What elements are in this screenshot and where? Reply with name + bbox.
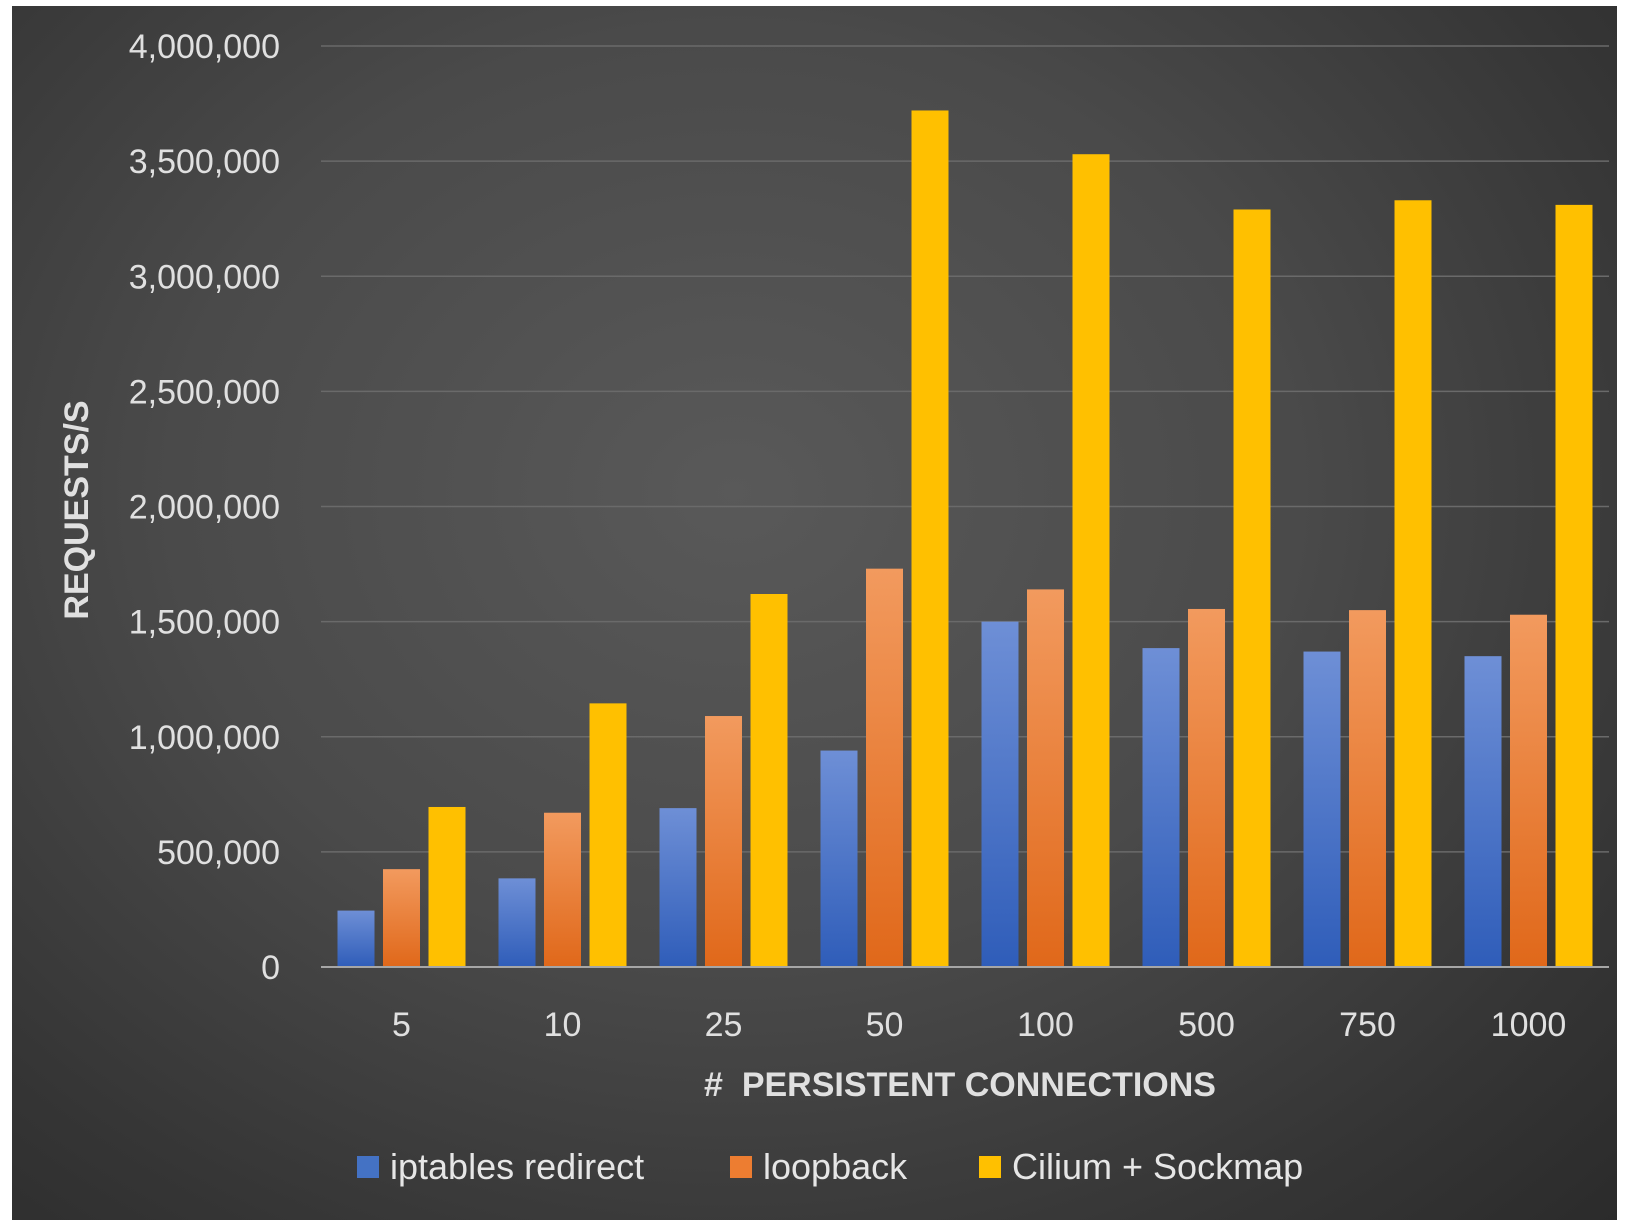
x-tick-label: 5 [392,1006,411,1044]
x-axis-title: # PERSISTENT CONNECTIONS [704,1066,1216,1104]
legend-label: loopback [763,1146,908,1187]
x-tick-label: 100 [1017,1006,1074,1044]
y-tick-label: 3,000,000 [129,258,280,296]
x-tick-label: 10 [544,1006,582,1044]
bar-cilium-sockmap-50 [911,110,949,968]
legend-label: Cilium + Sockmap [1012,1146,1303,1187]
bar-loopback-10 [544,812,581,967]
bar-cilium-sockmap-10 [589,703,627,967]
x-tick-label: 500 [1178,1006,1235,1044]
bar-iptables-redirect-100 [981,621,1019,967]
x-tick-label: 50 [866,1006,904,1044]
x-axis-ticks: 5 10 25 50 100 500 750 1000 [392,1006,1566,1044]
bar-loopback-50 [866,568,903,967]
y-tick-label: 2,000,000 [129,489,280,527]
bar-cilium-sockmap-100 [1072,154,1110,967]
bar-loopback-5 [383,869,420,967]
y-axis-title: REQUESTS/S [58,400,96,619]
bar-cilium-sockmap-1000 [1555,204,1593,967]
gridlines [321,45,1609,853]
bar-cilium-sockmap-750 [1394,200,1432,967]
y-tick-label: 2,500,000 [129,373,280,411]
y-axis-ticks: 0 500,000 1,000,000 1,500,000 2,000,000 2,500… [129,28,280,987]
bar-cilium-sockmap-5 [428,806,466,967]
bars [337,110,1593,968]
bar-cilium-sockmap-25 [750,593,788,967]
bar-iptables-redirect-1000 [1464,656,1502,967]
y-tick-label: 0 [261,949,280,987]
legend-swatch [357,1156,379,1178]
bar-iptables-redirect-10 [498,878,536,967]
y-tick-label: 1,500,000 [129,604,280,642]
x-tick-label: 750 [1339,1006,1396,1044]
x-tick-label: 25 [705,1006,743,1044]
bar-cilium-sockmap-500 [1233,209,1271,968]
x-tick-label: 1000 [1491,1006,1567,1044]
legend-swatch [730,1156,752,1178]
legend-swatch [979,1156,1001,1178]
bar-iptables-redirect-25 [659,808,697,967]
bar-iptables-redirect-500 [1142,648,1180,967]
y-tick-label: 500,000 [157,834,280,872]
bar-loopback-100 [1027,589,1064,967]
bar-iptables-redirect-50 [820,750,858,967]
bar-iptables-redirect-750 [1303,651,1341,967]
y-tick-label: 1,000,000 [129,719,280,757]
bar-loopback-500 [1188,608,1225,967]
bar-loopback-1000 [1510,614,1547,967]
y-tick-label: 4,000,000 [129,28,280,66]
legend: iptables redirect loopback Cilium + Sockma… [357,1146,1303,1187]
legend-label: iptables redirect [390,1146,644,1187]
y-tick-label: 3,500,000 [129,143,280,181]
bar-loopback-750 [1349,610,1386,967]
bar-loopback-25 [705,716,742,967]
bar-iptables-redirect-5 [337,910,375,967]
